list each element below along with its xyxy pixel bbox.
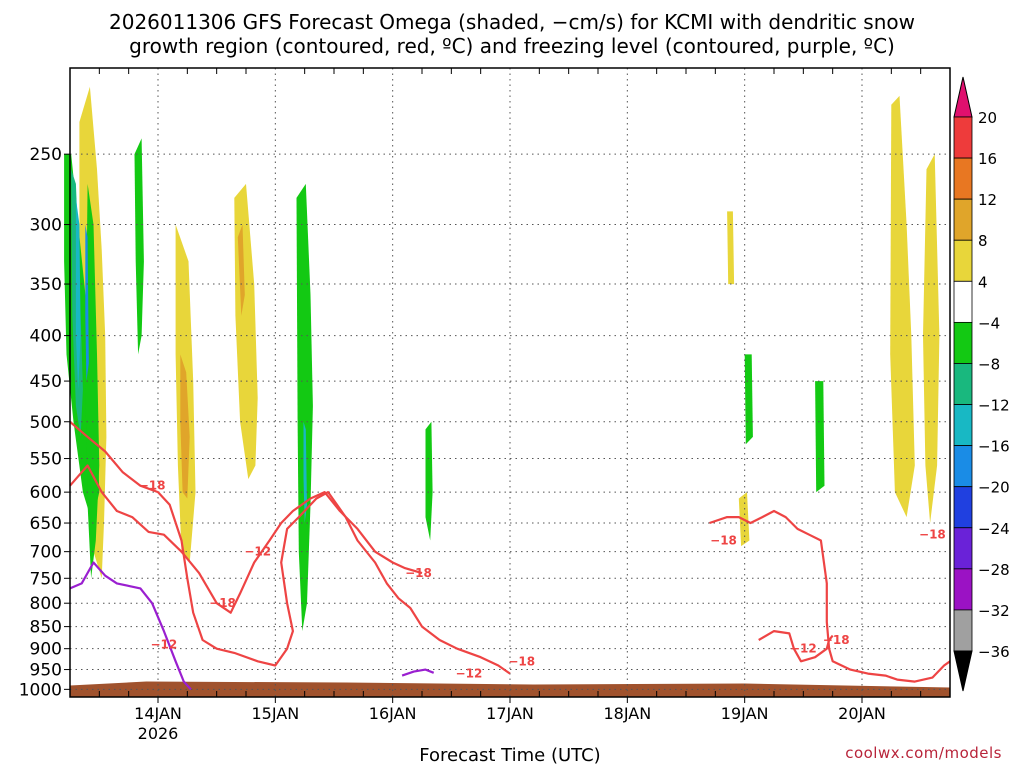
- contour-2: [709, 509, 951, 683]
- contour-label-9: −18: [823, 633, 850, 647]
- contour-label-1: −12: [244, 545, 271, 559]
- colorbar-swatch-2: [953, 198, 973, 241]
- contour-3: [758, 630, 834, 663]
- grid-lines: [70, 68, 950, 697]
- colorbar-label-7: −12: [978, 397, 1010, 415]
- contour-1: [69, 420, 511, 675]
- contour-labels: −18 −12 −18 −12 −18 −12 −18 −18 −12 −18 −18: [139, 479, 946, 681]
- colorbar-swatch-6: [953, 363, 973, 405]
- colorbar-label-5: −4: [978, 314, 1000, 332]
- chart-title-line-2: growth region (contoured, red, ºC) and f…: [129, 34, 895, 58]
- contour-label-0: −18: [139, 479, 166, 493]
- colorbar-label-3: 8: [978, 232, 988, 250]
- colorbar-swatch-7: [953, 404, 973, 447]
- colorbar-swatch-8: [953, 445, 973, 488]
- y-tick-label: 750: [30, 569, 62, 589]
- x-tick-label: 15JAN: [251, 704, 299, 723]
- x-tick-label: 17JAN: [486, 704, 534, 723]
- colorbar-label-2: 12: [978, 191, 997, 209]
- contour-label-2: −18: [209, 596, 236, 610]
- colorbar: 20 16 12 8 4 −4 −8 −12 −16 −20 −24 −28 −32 −36: [953, 76, 1010, 692]
- y-tick-label: 300: [30, 216, 62, 236]
- contour-4: [69, 561, 192, 691]
- contour-label-6: −18: [508, 654, 535, 668]
- colorbar-label-6: −8: [978, 355, 1000, 373]
- colorbar-swatch-9: [953, 486, 973, 529]
- omega-region-13: [425, 421, 433, 541]
- x-tick-label: 19JAN: [721, 704, 769, 723]
- colorbar-top-arrow: [953, 76, 973, 118]
- y-tick-label: 550: [30, 450, 62, 470]
- colorbar-swatch-11: [953, 568, 973, 611]
- y-tick-label: 450: [30, 372, 62, 392]
- y-tick-label: 500: [30, 413, 62, 433]
- y-axis-ticks: 2503003504004505005506006507007508008509…: [19, 145, 70, 700]
- omega-region-4: [75, 197, 81, 390]
- y-tick-label: 700: [30, 543, 62, 563]
- colorbar-label-9: −20: [978, 479, 1010, 497]
- colorbar-bottom-arrow: [953, 650, 973, 692]
- x-axis-title: Forecast Time (UTC): [419, 745, 601, 766]
- colorbar-label-8: −16: [978, 438, 1010, 456]
- omega-region-11: [296, 183, 313, 632]
- y-tick-label: 800: [30, 594, 62, 614]
- y-tick-label: 650: [30, 514, 62, 534]
- colorbar-label-1: 16: [978, 150, 997, 168]
- colorbar-swatch-12: [953, 609, 973, 652]
- omega-region-14: [744, 354, 753, 445]
- x-tick-label: 18JAN: [603, 704, 651, 723]
- contour-lines: [69, 420, 951, 691]
- contour-label-10: −18: [919, 528, 946, 542]
- y-tick-label: 350: [30, 275, 62, 295]
- chart-title-line-1: 2026011306 GFS Forecast Omega (shaded, −…: [109, 10, 915, 34]
- colorbar-label-12: −32: [978, 602, 1010, 620]
- contour-label-4: −18: [405, 566, 432, 580]
- y-tick-label: 900: [30, 640, 62, 660]
- omega-region-8: [180, 354, 190, 499]
- contour-label-5: −12: [456, 667, 483, 681]
- x-tick-label: 16JAN: [369, 704, 417, 723]
- y-tick-label: 400: [30, 327, 62, 347]
- chart-title: 2026011306 GFS Forecast Omega (shaded, −…: [0, 10, 1024, 58]
- x-tick-label: 20JAN: [838, 704, 886, 723]
- contour-label-3: −12: [150, 637, 177, 651]
- contour-5: [401, 668, 435, 677]
- y-tick-label: 250: [30, 145, 62, 165]
- credit-label: coolwx.com/models: [845, 744, 1002, 762]
- omega-region-15: [815, 381, 825, 493]
- colorbar-swatch-10: [953, 527, 973, 570]
- contour-0: [69, 464, 423, 614]
- y-tick-label: 600: [30, 483, 62, 503]
- omega-region-6: [134, 138, 144, 355]
- contour-label-7: −18: [710, 533, 737, 547]
- colorbar-swatch-0: [953, 116, 973, 159]
- y-tick-label: 1000: [19, 680, 62, 700]
- omega-region-18: [727, 211, 735, 285]
- omega-region-16: [890, 95, 915, 518]
- colorbar-label-0: 20: [978, 109, 997, 127]
- colorbar-swatch-5: [953, 321, 973, 364]
- omega-region-17: [923, 154, 940, 523]
- colorbar-label-11: −28: [978, 561, 1010, 579]
- colorbar-swatch-4: [953, 280, 973, 323]
- x-tick-label: 14JAN: [134, 704, 182, 723]
- y-tick-label: 850: [30, 618, 62, 638]
- omega-region-5: [85, 224, 89, 382]
- contour-label-8: −12: [790, 642, 817, 656]
- omega-region-12: [303, 421, 307, 523]
- y-tick-label: 950: [30, 661, 62, 681]
- colorbar-label-10: −24: [978, 520, 1010, 538]
- omega-region-10: [237, 224, 245, 316]
- x-tick-sublabel: 2026: [138, 724, 179, 743]
- colorbar-label-13: −36: [978, 643, 1010, 661]
- colorbar-swatch-1: [953, 157, 973, 200]
- colorbar-label-4: 4: [978, 273, 988, 291]
- colorbar-swatch-3: [953, 239, 973, 282]
